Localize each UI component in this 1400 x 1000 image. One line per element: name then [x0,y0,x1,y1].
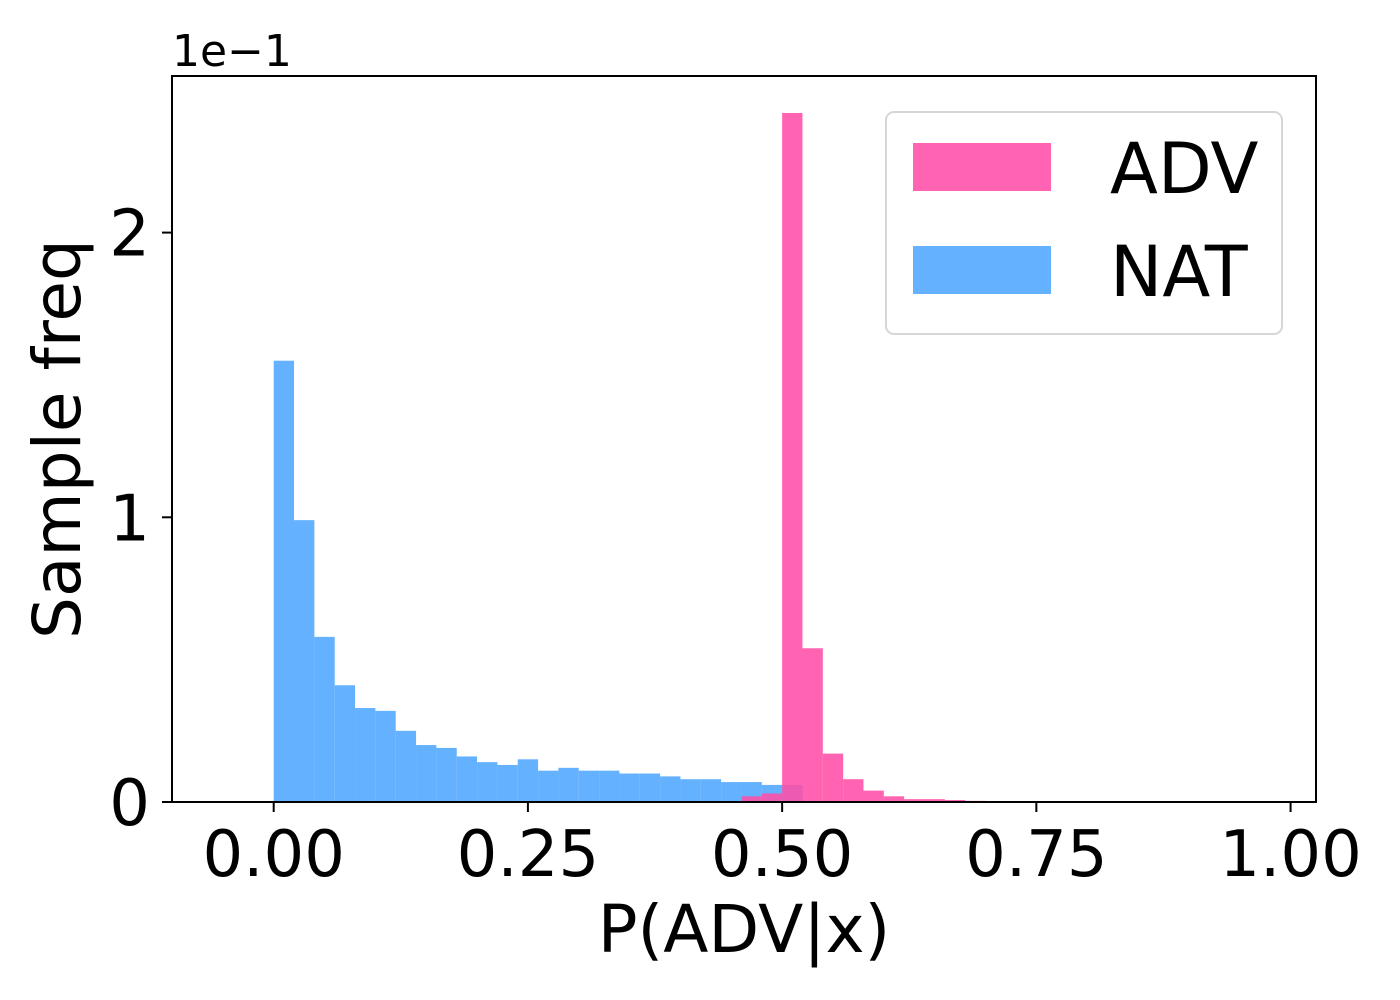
bar-nat [599,770,620,802]
y-offset-label: 1e−1 [172,26,292,77]
x-tick-label: 0.75 [965,818,1108,892]
plot-frame [171,75,1317,803]
x-axis-label: P(ADV|x) [598,891,891,968]
bar-nat [395,730,417,802]
bar-nat [314,636,335,802]
bar-nat [517,759,539,802]
x-tick-label: 0.25 [457,818,600,892]
bar-adv [761,793,783,802]
bar-adv [741,796,762,802]
bar-nat [416,745,437,802]
bar-nat [660,776,681,802]
y-tick-label: 2 [109,198,150,272]
bar-nat [639,773,661,802]
bar-nat [558,767,579,802]
bar-nat [477,762,498,802]
y-tick-label: 1 [109,482,150,556]
legend-swatch-adv [913,143,1051,191]
legend-label-adv: ADV [1110,128,1259,210]
bar-nat [294,520,315,802]
bar-nat [578,770,600,802]
bar-adv [863,790,884,802]
bar-nat [721,782,742,802]
bar-adv [782,113,803,802]
bar-nat [456,756,478,802]
bar-nat [700,779,722,802]
x-tick-label: 0.00 [202,818,345,892]
bar-nat [619,773,640,802]
bar-nat [497,764,518,802]
y-axis: 0 1 2 [109,198,172,841]
y-tick-label: 0 [109,767,150,841]
bar-adv [904,799,925,802]
x-axis: 0.00 0.25 0.50 0.75 1.00 [202,802,1362,892]
y-axis-label: Sample freq [19,239,96,639]
bar-adv [843,779,864,802]
x-tick-label: 1.00 [1219,818,1362,892]
bar-nat [375,710,396,802]
bar-nat [355,708,376,802]
bar-adv [822,753,844,802]
series-nat [273,360,803,802]
legend-swatch-nat [913,246,1051,294]
bar-nat [273,360,295,802]
x-tick-label: 0.50 [711,818,854,892]
bars-layer [273,113,1047,802]
bar-adv [883,796,905,802]
legend-label-nat: NAT [1110,231,1248,313]
bar-adv [802,648,823,802]
bar-nat [538,770,559,802]
bar-adv [924,799,945,802]
bar-nat [436,747,457,802]
legend-items: ADV NAT [913,128,1259,313]
legend: ADV NAT [885,111,1283,335]
bar-nat [680,779,701,802]
bar-nat [334,685,356,802]
series-adv [741,113,1047,802]
